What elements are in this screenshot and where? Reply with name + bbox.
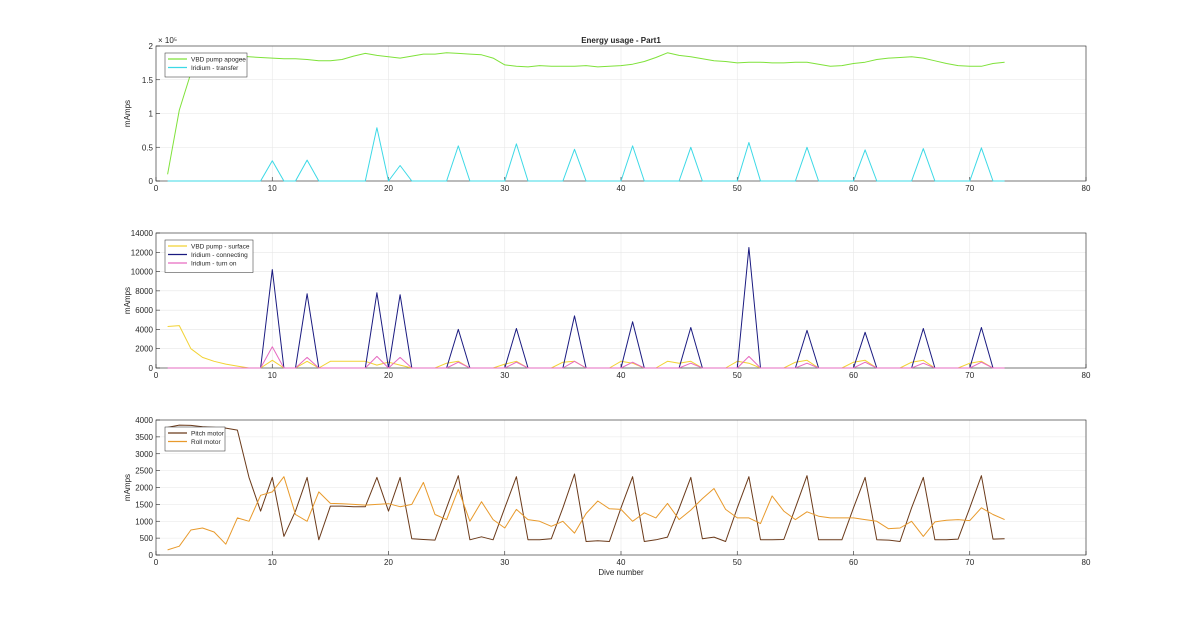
legend-box (164, 426, 226, 452)
x-tick-label: 80 (1082, 184, 1091, 193)
x-tick-label: 30 (500, 371, 509, 380)
subplot-3: 0 10 20 30 40 50 60 70 80 0 500 1000 1500 2000 2500 300… (123, 416, 1091, 577)
y-tick-label: 4000 (135, 325, 153, 334)
plot-frame (155, 419, 1087, 556)
legend-entry: VBD pump - surface (191, 243, 250, 250)
y-tick-label: 500 (140, 534, 154, 543)
x-tick-label: 60 (849, 184, 858, 193)
x-tick-label: 20 (384, 371, 393, 380)
x-tick-label: 10 (268, 184, 277, 193)
y-tick-label: 2000 (135, 484, 153, 493)
x-tick-label: 30 (500, 184, 509, 193)
series-line-2-1 (167, 325, 1005, 369)
series-line-3-1 (167, 424, 1005, 542)
y-tick-label: 4000 (135, 416, 153, 425)
legend-entry: Roll motor (191, 439, 221, 446)
y-tick-label: 2 (149, 42, 154, 51)
y-axis-label: mAmps (123, 100, 132, 127)
y-tick-label: 6000 (135, 306, 153, 315)
x-tick-label: 80 (1082, 371, 1091, 380)
x-tick-label: 70 (965, 558, 974, 567)
y-tick-label: 3000 (135, 450, 153, 459)
chart-title: Energy usage - Part1 (581, 36, 661, 45)
x-tick-label: 20 (384, 558, 393, 567)
legend-box (164, 52, 248, 78)
y-tick-label: 1000 (135, 517, 153, 526)
x-tick-label: 60 (849, 371, 858, 380)
x-tick-label: 30 (500, 558, 509, 567)
y-tick-label: 14000 (131, 229, 154, 238)
legend-entry: VBD pump apogee (191, 56, 246, 63)
x-tick-label: 0 (154, 371, 159, 380)
y-tick-label: 1 (149, 110, 154, 119)
y-axis-label: mAmps (123, 287, 132, 314)
x-tick-label: 0 (154, 558, 159, 567)
x-tick-label: 60 (849, 558, 858, 567)
x-tick-label: 40 (617, 184, 626, 193)
x-tick-label: 80 (1082, 558, 1091, 567)
subplot-1: 0 10 20 30 40 50 60 70 80 0 0.5 1 1.5 2 × 10⁵ Energy us… (123, 36, 1091, 193)
y-tick-label: 3500 (135, 433, 153, 442)
y-exponent-label: × 10⁵ (158, 36, 177, 45)
x-tick-label: 70 (965, 184, 974, 193)
y-tick-label: 1.5 (142, 76, 154, 85)
y-tick-label: 2500 (135, 467, 153, 476)
y-tick-label: 12000 (131, 248, 154, 257)
x-tick-label: 40 (617, 371, 626, 380)
series-line-2-3 (167, 346, 1005, 369)
x-tick-label: 50 (733, 184, 742, 193)
series-line-1-1 (167, 52, 1005, 175)
series-line-1-2 (167, 127, 1005, 182)
y-tick-label: 0 (149, 364, 154, 373)
x-tick-label: 10 (268, 558, 277, 567)
y-axis-label: mAmps (123, 474, 132, 501)
x-tick-label: 20 (384, 184, 393, 193)
subplot-2: 0 10 20 30 40 50 60 70 80 0 2000 4000 6000 8000 10000 1… (123, 229, 1091, 380)
x-tick-label: 10 (268, 371, 277, 380)
y-tick-label: 8000 (135, 287, 153, 296)
y-tick-label: 2000 (135, 345, 153, 354)
x-tick-label: 70 (965, 371, 974, 380)
series-line-3-2 (167, 476, 1005, 551)
legend-entry: Iridium - transfer (191, 65, 239, 72)
legend-entry: Iridium - connecting (191, 252, 248, 259)
y-tick-label: 10000 (131, 268, 154, 277)
y-tick-label: 0 (149, 551, 154, 560)
legend-entry: Iridium - turn on (191, 260, 237, 267)
x-tick-label: 40 (617, 558, 626, 567)
y-tick-label: 1500 (135, 500, 153, 509)
y-tick-label: 0.5 (142, 143, 154, 152)
x-tick-label: 50 (733, 371, 742, 380)
x-axis-label: Dive number (598, 568, 644, 577)
x-tick-label: 50 (733, 558, 742, 567)
x-tick-label: 0 (154, 184, 159, 193)
y-tick-label: 0 (149, 177, 154, 186)
legend-entry: Pitch motor (191, 430, 225, 437)
series-line-2-2 (167, 247, 1005, 369)
